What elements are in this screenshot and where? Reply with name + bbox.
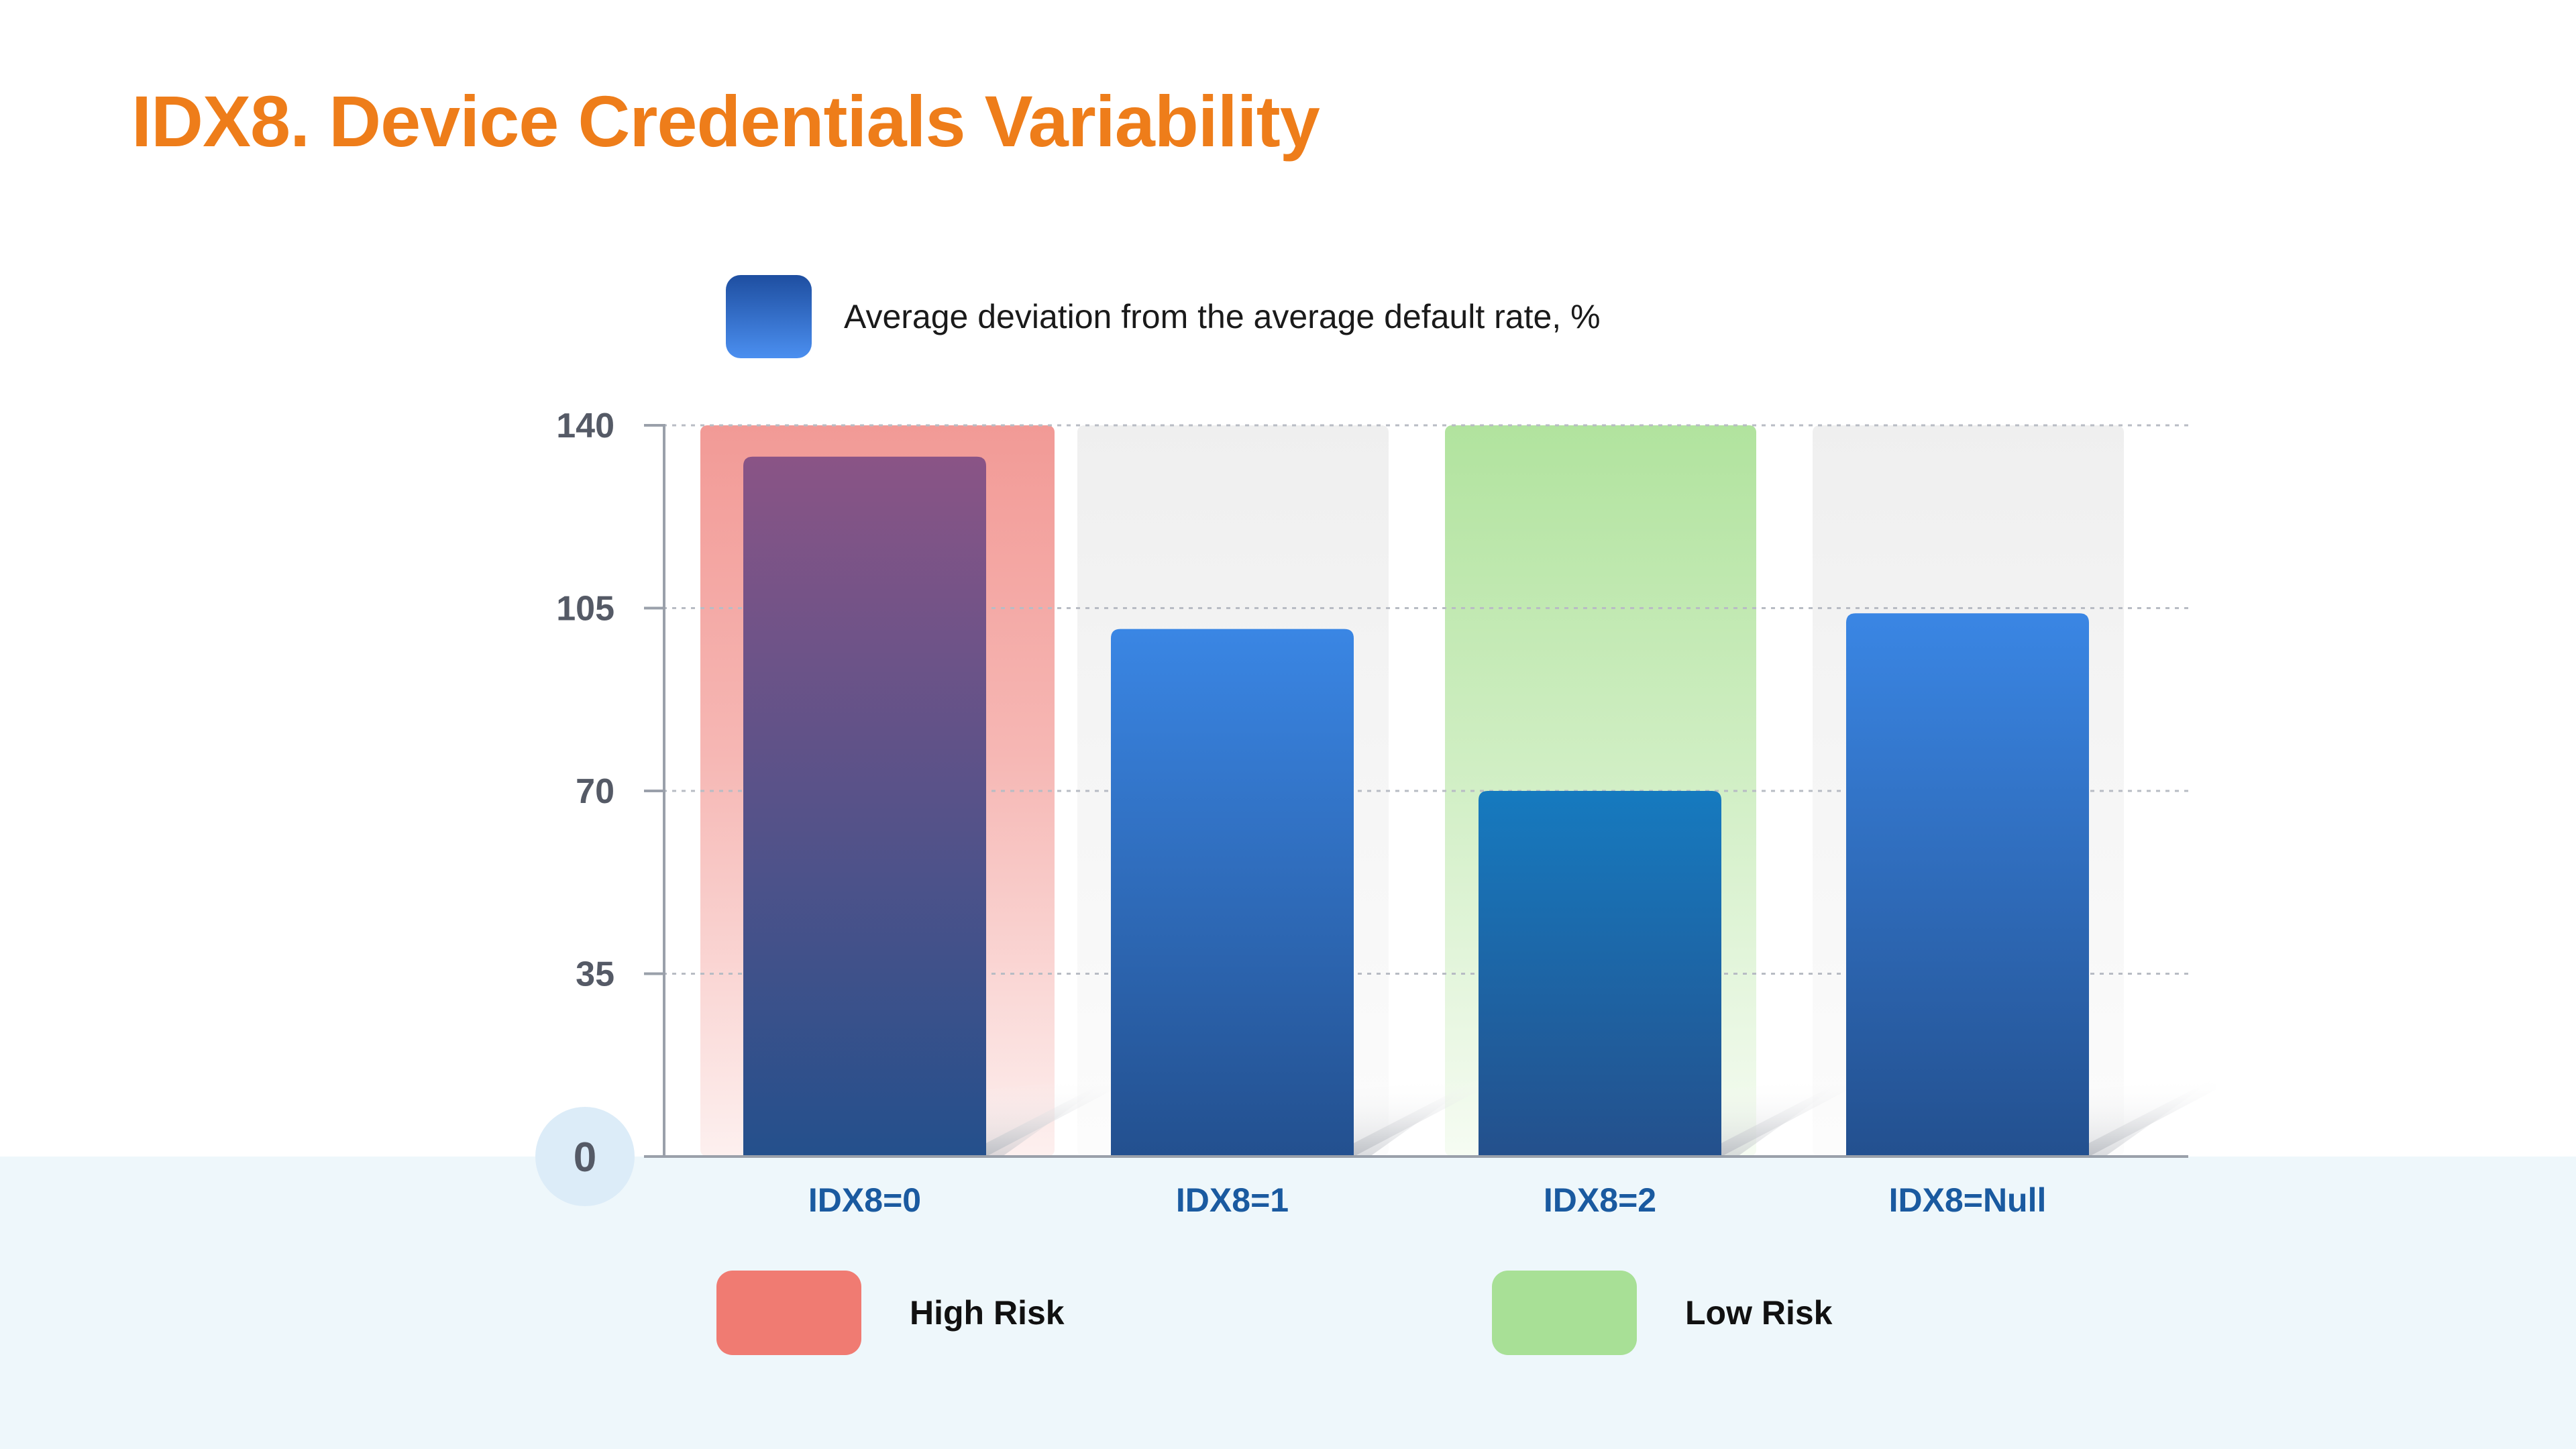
bar-idx8-1	[1111, 629, 1354, 1157]
series-legend: Average deviation from the average defau…	[726, 275, 1601, 358]
low-risk-label: Low Risk	[1685, 1294, 1833, 1332]
high-risk-legend: High Risk	[716, 1271, 1065, 1355]
bar-idx8-0	[743, 456, 986, 1157]
low-risk-legend: Low Risk	[1492, 1271, 1832, 1355]
bar-idx8-2	[1479, 791, 1721, 1157]
series-legend-label: Average deviation from the average defau…	[844, 298, 1601, 335]
y-tick-label: 70	[576, 772, 614, 811]
high-risk-swatch	[716, 1271, 861, 1355]
x-category-label: IDX8=0	[808, 1181, 921, 1219]
high-risk-label: High Risk	[910, 1294, 1065, 1332]
bottom-band	[0, 1157, 2576, 1449]
x-category-label: IDX8=Null	[1889, 1181, 2047, 1219]
zero-label-circle	[535, 1107, 635, 1206]
page-title: IDX8. Device Credentials Variability	[131, 80, 1320, 162]
y-tick-label: 140	[556, 407, 614, 445]
y-tick-label: 105	[556, 590, 614, 629]
y-tick-label: 0	[574, 1134, 596, 1181]
x-category-label: IDX8=1	[1176, 1181, 1289, 1219]
low-risk-swatch	[1492, 1271, 1637, 1355]
x-category-label: IDX8=2	[1544, 1181, 1656, 1219]
bar-idx8-null	[1846, 613, 2089, 1157]
y-tick-label: 35	[576, 955, 614, 994]
series-legend-swatch	[726, 275, 812, 358]
